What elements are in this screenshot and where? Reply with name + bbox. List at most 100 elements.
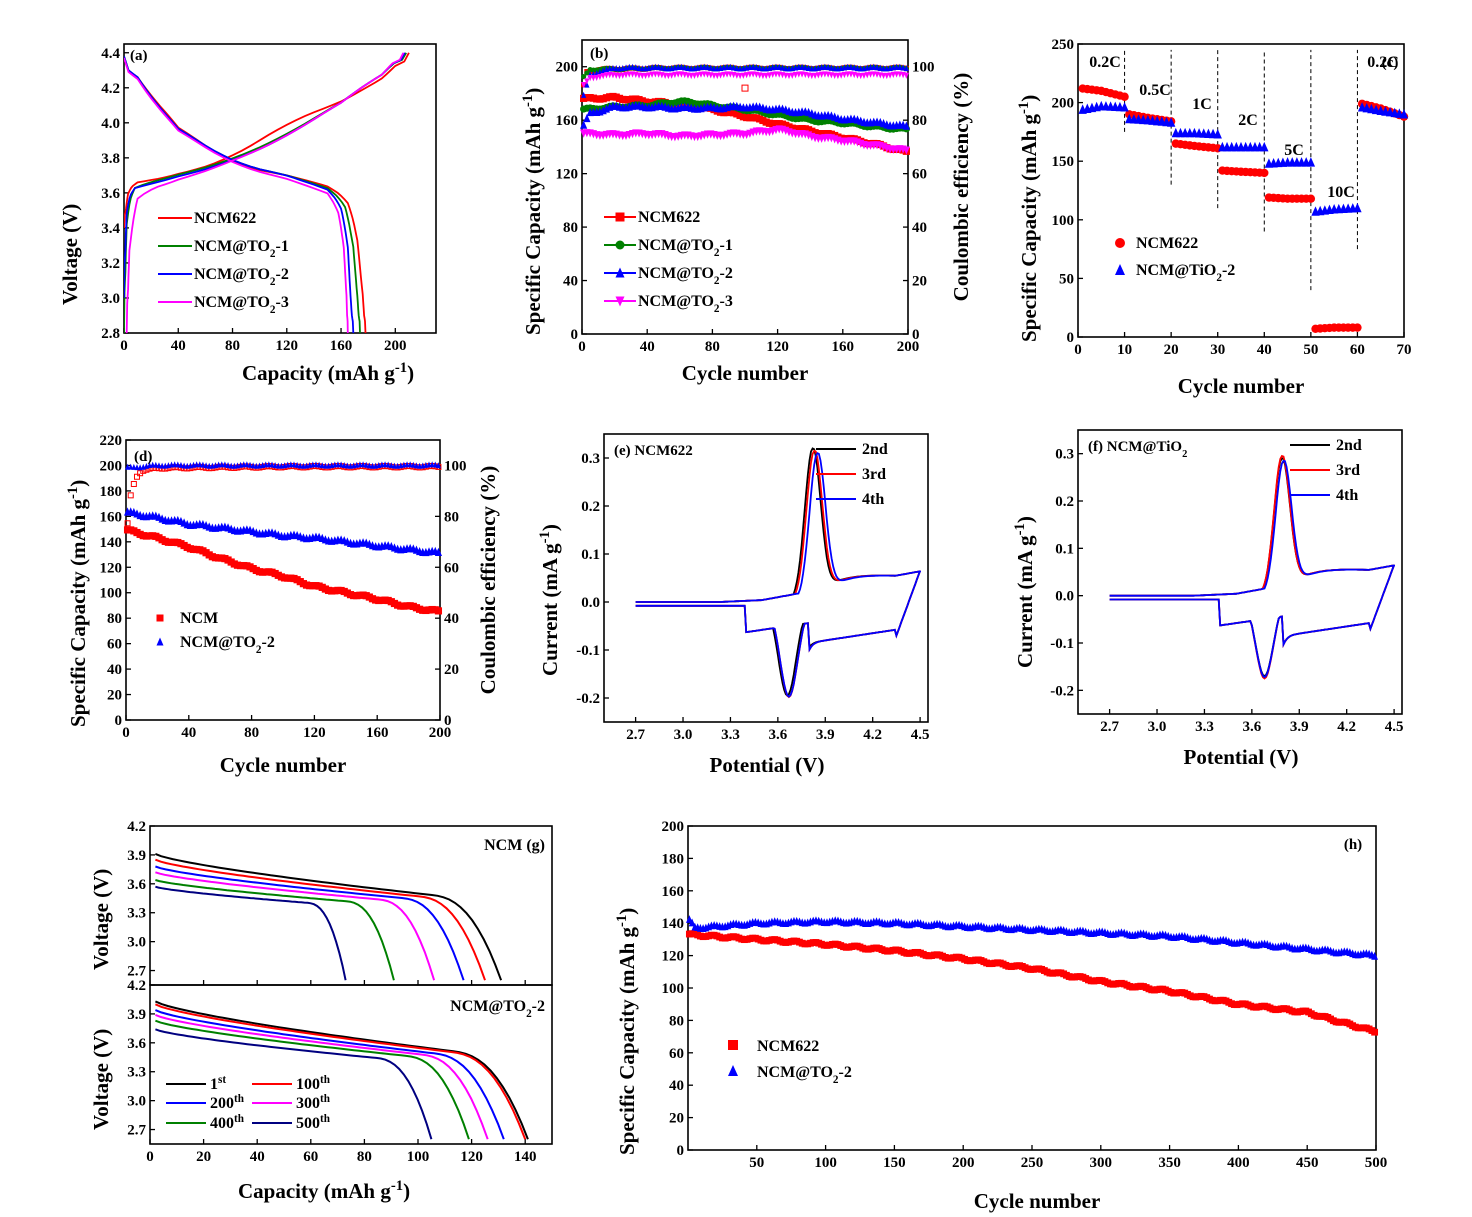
efficiency-marker: [659, 64, 665, 71]
y-tick-label: 200: [662, 819, 685, 835]
efficiency-marker: [584, 78, 590, 85]
efficiency-marker: [316, 461, 322, 468]
efficiency-marker: [763, 72, 769, 80]
efficiency-marker: [275, 462, 281, 469]
efficiency-marker: [903, 64, 909, 72]
discharge-curve: [124, 57, 349, 333]
efficiency-marker: [319, 462, 325, 469]
efficiency-marker: [432, 461, 438, 468]
x-tick-label: 400: [1227, 1155, 1250, 1171]
efficiency-marker: [391, 462, 397, 469]
efficiency-marker: [636, 64, 642, 71]
y-tick-label: 140: [100, 535, 123, 551]
y-tick-label: 80: [563, 220, 578, 236]
x-tick-label: 3.3: [1195, 719, 1214, 735]
efficiency-marker: [181, 462, 187, 469]
efficiency-marker: [662, 65, 668, 72]
plot-frame: [687, 825, 1377, 1151]
legend-text: 1st: [210, 1074, 226, 1093]
discharge-curve-top: [155, 865, 465, 981]
efficiency-marker: [665, 72, 671, 80]
legend-marker: [728, 1040, 738, 1050]
x-tick-label: 120: [766, 339, 789, 355]
x-tick-label: 3.0: [1148, 719, 1167, 735]
efficiency-marker: [669, 72, 675, 79]
y-axis-label: Current (mA g-1): [537, 524, 562, 676]
capacity-marker: [583, 113, 591, 123]
efficiency-marker: [770, 71, 776, 78]
y-tick-label: 0.0: [581, 595, 600, 611]
series-triangle-down: [580, 71, 910, 155]
efficiency-marker: [269, 461, 275, 468]
rate-label: 1C: [1192, 96, 1212, 113]
x-axis-label: Cycle number: [220, 753, 347, 777]
efficiency-marker: [623, 72, 629, 79]
legend-text: NCM@TiO2-2: [1136, 262, 1235, 284]
efficiency-marker: [581, 74, 587, 80]
x-tick-label: 150: [883, 1155, 906, 1171]
efficiency-marker: [241, 461, 247, 468]
x-axis-label: Capacity (mAh g-1): [242, 360, 414, 385]
legend-marker: [615, 296, 625, 307]
x-tick-label: 4.2: [1337, 719, 1356, 735]
efficiency-marker: [131, 463, 137, 470]
x-tick-label: 350: [1158, 1155, 1181, 1171]
y-tick-label: 0.1: [1055, 541, 1074, 557]
efficiency-marker: [757, 64, 763, 71]
y-tick-label: 250: [1052, 37, 1075, 53]
x-tick-label: 0: [578, 339, 586, 355]
efficiency-marker: [616, 72, 623, 80]
efficiency-marker: [244, 461, 250, 468]
efficiency-marker: [150, 461, 156, 468]
legend-text: 2nd: [1336, 437, 1362, 454]
y-axis-label: Specific Capacity (mAh g-1): [65, 480, 90, 727]
discharge-curve-bottom: [155, 1028, 433, 1140]
efficiency-marker: [672, 71, 678, 79]
x-tick-label: 500: [1365, 1155, 1388, 1171]
plot-frame: [603, 433, 929, 723]
efficiency-marker: [835, 72, 841, 80]
y-tick-label: 3.9: [127, 1007, 146, 1023]
efficiency-marker: [124, 520, 131, 527]
legend-text: NCM622: [638, 209, 700, 226]
capacity-marker: [902, 146, 910, 155]
x-tick-label: 4.5: [911, 727, 930, 743]
y-tick-label: 3.8: [101, 151, 120, 167]
discharge-curve-bottom: [155, 1013, 489, 1140]
y-tick-label: 3.6: [127, 877, 146, 893]
efficiency-marker: [222, 461, 228, 468]
data-marker: [1260, 141, 1269, 152]
efficiency-marker: [884, 72, 890, 80]
efficiency-marker: [874, 63, 880, 71]
legend-marker: [1115, 264, 1125, 275]
x-tick-label: 100: [814, 1155, 837, 1171]
efficiency-marker: [724, 63, 730, 70]
rate-label: 10C: [1327, 184, 1355, 201]
legend-text: NCM: [180, 610, 218, 627]
efficiency-marker: [744, 72, 750, 79]
efficiency-marker: [809, 72, 815, 80]
efficiency-marker: [815, 72, 821, 79]
x-tick-label: 50: [749, 1155, 764, 1171]
data-marker: [1371, 1028, 1379, 1036]
efficiency-marker: [134, 464, 140, 471]
x-tick-label: 80: [244, 725, 259, 741]
efficiency-marker: [792, 71, 799, 79]
efficiency-marker: [127, 492, 134, 499]
y-tick-label: 150: [1052, 154, 1075, 170]
outlier-marker: [741, 84, 749, 92]
efficiency-marker: [581, 91, 587, 98]
efficiency-marker: [610, 64, 616, 72]
x-tick-label: 4.5: [1385, 719, 1404, 735]
efficiency-marker: [864, 72, 870, 79]
efficiency-marker: [382, 461, 388, 468]
capacity-marker: [434, 547, 443, 557]
capacity-marker: [902, 121, 910, 130]
efficiency-marker: [639, 72, 645, 80]
x-tick-label: 4.2: [863, 727, 882, 743]
efficiency-marker: [675, 63, 681, 70]
y2-tick-label: 20: [912, 274, 927, 290]
discharge-curve-bottom: [155, 1019, 470, 1140]
y-tick-label: 40: [669, 1078, 684, 1094]
x-tick-label: 60: [1350, 342, 1365, 358]
